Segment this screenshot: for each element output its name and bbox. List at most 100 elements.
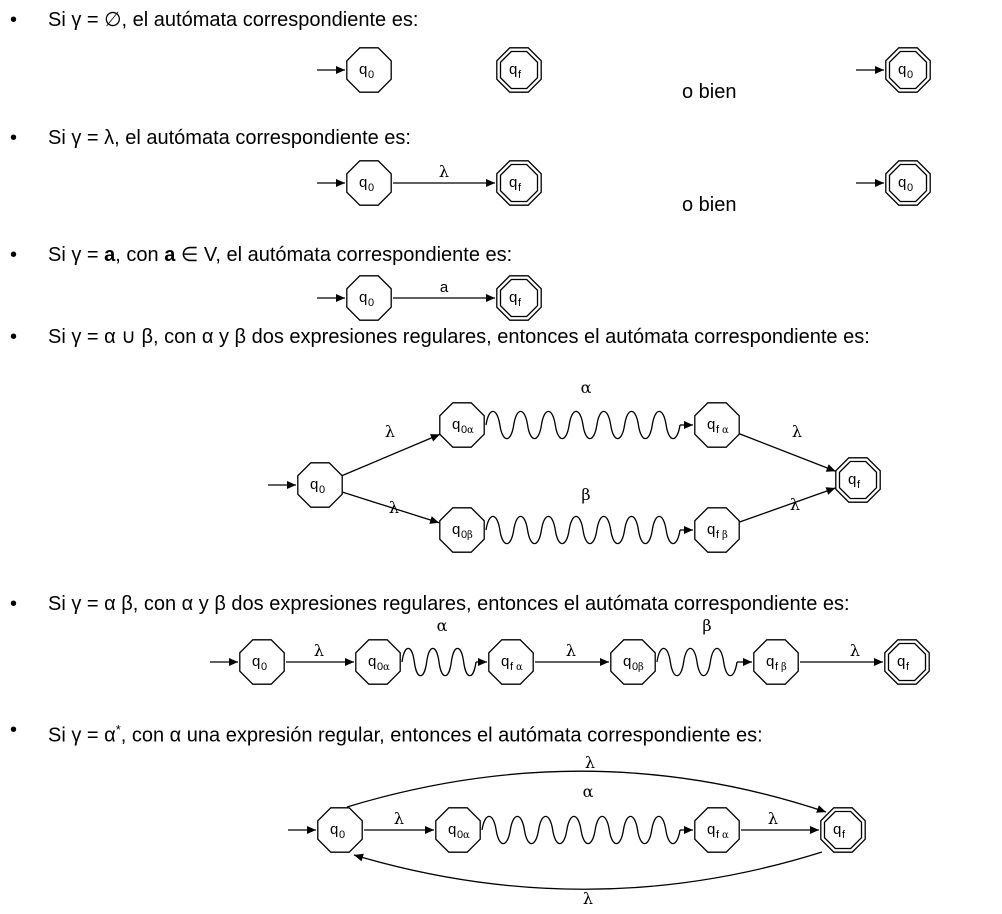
edge-label-lambda: λ: [585, 753, 595, 772]
transition-line: [341, 433, 441, 477]
state-subscript: α: [467, 425, 474, 436]
state-subscript: 0: [907, 69, 913, 81]
arrow-head: [478, 658, 487, 666]
state-letter: q: [359, 61, 367, 78]
state-subscript: α: [383, 662, 390, 673]
state-subscript: 0: [461, 529, 467, 541]
state-letter: q: [509, 61, 517, 78]
bullet: •: [10, 719, 18, 741]
state-subscript: 0: [261, 661, 267, 673]
arrow-head: [229, 658, 238, 666]
transition-line: [739, 433, 836, 472]
state-node: [694, 402, 740, 448]
bold-symbol: a: [104, 244, 116, 266]
arrow-head: [684, 826, 693, 834]
state-subscript: 0: [907, 182, 913, 194]
state-letter: q: [448, 821, 456, 838]
state-subscript: 0: [377, 661, 383, 673]
rule-star-text: Si γ = α*, con α una expresión regular, …: [48, 718, 763, 748]
arrow-head: [600, 658, 609, 666]
state-subscript: α: [516, 662, 523, 673]
state-subscript: 0: [339, 829, 345, 841]
bullet: •: [10, 9, 18, 31]
state-letter: q: [501, 653, 509, 670]
final-state-ring: [823, 810, 863, 850]
state-subscript: β: [467, 530, 473, 541]
state-node: [610, 639, 656, 685]
rule-empty-set-text: Si γ = ∅, el autómata correspondiente es…: [48, 8, 418, 32]
state-node: [753, 639, 799, 685]
state-subscript: f: [716, 424, 720, 436]
arrow-head: [816, 805, 826, 813]
state-node: [346, 47, 392, 93]
final-state-ring: [499, 163, 539, 203]
state-letter: q: [368, 653, 376, 670]
regex-label-beta: β: [702, 616, 711, 635]
text-fragment: ∈ V, el autómata correspondiente es:: [175, 244, 513, 266]
regex-label-alpha: α: [437, 616, 448, 635]
arrow-head: [743, 658, 752, 666]
arrow-head: [874, 658, 883, 666]
text-fragment: Si γ = ∅, el autómata correspondiente es…: [48, 9, 419, 31]
state-subscript: 0: [461, 424, 467, 436]
state-subscript: f: [842, 829, 846, 841]
state-letter: q: [898, 61, 906, 78]
state-letter: q: [623, 653, 631, 670]
state-letter: q: [359, 289, 367, 306]
state-subscript: f: [857, 479, 861, 491]
state-letter: q: [833, 821, 841, 838]
state-node: [694, 507, 740, 553]
state-subscript: f: [716, 829, 720, 841]
text-fragment: , con α una expresión regular, entonces …: [120, 724, 763, 747]
arrow-head: [425, 826, 434, 834]
state-subscript: α: [463, 830, 470, 841]
arrow-head: [336, 294, 345, 302]
arrow-head: [486, 294, 495, 302]
arrow-head: [684, 526, 693, 534]
bullet: •: [10, 326, 18, 348]
final-state-ring: [499, 50, 539, 90]
text-fragment: , con: [115, 244, 165, 266]
arrow-head: [486, 179, 495, 187]
arrow-head: [684, 421, 693, 429]
state-subscript: f: [518, 297, 522, 309]
arrow-head: [825, 464, 836, 472]
state-node: [297, 462, 343, 508]
state-node: [346, 160, 392, 206]
bold-symbol: a: [164, 244, 176, 266]
state-node: [439, 402, 485, 448]
state-subscript: α: [722, 425, 729, 436]
state-node: [317, 807, 363, 853]
state-letter: q: [452, 521, 460, 538]
state-subscript: f: [510, 661, 514, 673]
regex-label-alpha: α: [581, 378, 592, 397]
edge-label-lambda: λ: [583, 889, 593, 908]
edge-label-lambda: λ: [566, 641, 576, 660]
state-letter: q: [766, 653, 774, 670]
bullet: •: [10, 244, 18, 266]
o-bien-1: o bien: [682, 81, 737, 103]
regex-label-beta: β: [581, 485, 590, 504]
state-subscript: f: [518, 182, 522, 194]
rule-symbol-text: Si γ = a, con a ∈ V, el autómata corresp…: [48, 243, 512, 267]
state-subscript: 0: [368, 297, 374, 309]
state-letter: q: [310, 476, 318, 493]
edge-label-lambda: λ: [389, 498, 399, 517]
state-subscript: f: [716, 529, 720, 541]
state-letter: q: [359, 174, 367, 191]
arrow-head: [875, 66, 884, 74]
state-node: [488, 639, 534, 685]
